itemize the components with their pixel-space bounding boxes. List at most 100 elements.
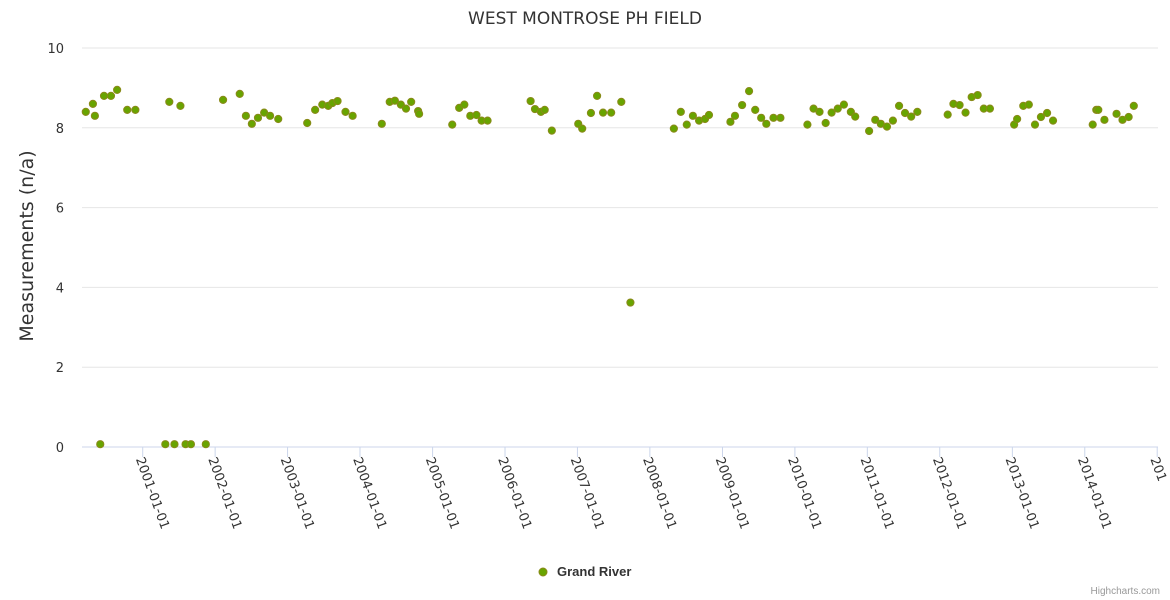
data-point[interactable]: [1042, 108, 1052, 118]
data-point[interactable]: [1100, 115, 1109, 124]
data-point[interactable]: [311, 105, 320, 114]
data-point[interactable]: [851, 112, 860, 121]
data-point[interactable]: [218, 95, 228, 104]
data-point[interactable]: [688, 111, 698, 120]
legend-marker-icon[interactable]: [538, 567, 548, 577]
data-point[interactable]: [704, 110, 714, 120]
data-point[interactable]: [894, 101, 904, 110]
data-point[interactable]: [762, 119, 771, 128]
data-point[interactable]: [907, 112, 916, 121]
data-point[interactable]: [165, 97, 174, 106]
data-point[interactable]: [769, 113, 778, 122]
x-tick-label: 2006-01-01: [494, 455, 534, 531]
data-point[interactable]: [586, 108, 596, 118]
data-point[interactable]: [186, 440, 196, 449]
legend-item-grand-river[interactable]: Grand River: [557, 564, 631, 579]
data-point[interactable]: [803, 120, 812, 129]
data-point[interactable]: [913, 107, 922, 116]
data-point[interactable]: [540, 105, 549, 114]
data-point[interactable]: [1030, 120, 1040, 129]
data-point[interactable]: [176, 101, 185, 110]
data-point[interactable]: [123, 105, 132, 114]
data-point[interactable]: [985, 104, 995, 113]
data-point[interactable]: [1124, 112, 1133, 122]
data-point[interactable]: [235, 89, 244, 98]
data-point[interactable]: [113, 85, 122, 94]
data-point[interactable]: [744, 86, 754, 96]
data-point[interactable]: [274, 114, 283, 124]
data-point[interactable]: [617, 97, 626, 106]
data-point[interactable]: [865, 126, 874, 136]
data-point[interactable]: [333, 96, 342, 106]
data-point[interactable]: [839, 100, 849, 109]
data-point[interactable]: [99, 91, 109, 100]
data-point[interactable]: [1024, 100, 1033, 109]
data-point[interactable]: [265, 111, 275, 120]
data-point[interactable]: [1088, 120, 1097, 129]
data-point[interactable]: [1013, 114, 1022, 124]
data-point[interactable]: [726, 117, 735, 126]
data-point[interactable]: [882, 122, 892, 131]
data-point[interactable]: [241, 111, 250, 120]
data-point[interactable]: [821, 118, 830, 128]
data-point[interactable]: [751, 105, 760, 114]
data-point[interactable]: [303, 118, 312, 128]
data-point[interactable]: [730, 111, 740, 120]
series-grand-river: [81, 85, 1138, 449]
data-point[interactable]: [626, 298, 635, 307]
data-point[interactable]: [973, 90, 982, 100]
data-point[interactable]: [827, 108, 836, 117]
data-point[interactable]: [472, 110, 481, 120]
data-point[interactable]: [377, 119, 386, 128]
credits-link[interactable]: Highcharts.com: [1091, 586, 1160, 597]
data-point[interactable]: [669, 124, 678, 133]
data-point[interactable]: [161, 440, 170, 449]
data-point[interactable]: [407, 97, 416, 106]
data-point[interactable]: [676, 107, 685, 116]
data-point[interactable]: [871, 115, 880, 124]
data-point[interactable]: [682, 120, 691, 129]
data-point[interactable]: [815, 107, 824, 116]
data-point[interactable]: [1112, 109, 1121, 118]
data-point[interactable]: [201, 440, 210, 449]
data-point[interactable]: [131, 105, 140, 114]
data-point[interactable]: [90, 111, 99, 120]
data-point[interactable]: [607, 108, 616, 117]
data-point[interactable]: [757, 113, 766, 122]
data-point[interactable]: [833, 104, 842, 113]
data-point[interactable]: [592, 91, 602, 100]
data-point[interactable]: [448, 120, 457, 129]
x-tick-label: 2004-01-01: [349, 455, 389, 531]
data-point[interactable]: [390, 96, 399, 105]
data-point[interactable]: [943, 110, 952, 119]
data-point[interactable]: [1094, 105, 1103, 114]
data-point[interactable]: [776, 113, 785, 122]
data-point[interactable]: [460, 100, 469, 109]
data-point[interactable]: [547, 126, 556, 135]
data-point[interactable]: [1036, 112, 1046, 122]
legend[interactable]: Grand River: [538, 564, 631, 579]
data-point[interactable]: [888, 116, 898, 125]
data-point[interactable]: [88, 99, 98, 108]
data-point[interactable]: [598, 108, 608, 117]
data-point[interactable]: [955, 100, 964, 110]
data-point[interactable]: [401, 104, 411, 113]
data-point[interactable]: [1129, 101, 1138, 110]
data-point[interactable]: [578, 124, 587, 133]
data-point[interactable]: [526, 96, 535, 106]
data-point[interactable]: [170, 440, 179, 449]
data-point[interactable]: [738, 100, 747, 110]
data-point[interactable]: [961, 108, 970, 117]
data-point[interactable]: [81, 107, 90, 116]
data-point[interactable]: [253, 113, 263, 122]
data-point[interactable]: [415, 109, 424, 118]
data-point[interactable]: [106, 91, 116, 100]
data-point[interactable]: [341, 107, 350, 116]
data-point[interactable]: [900, 108, 910, 118]
data-point[interactable]: [483, 116, 492, 125]
data-point[interactable]: [247, 119, 256, 128]
data-point[interactable]: [96, 440, 105, 449]
data-point[interactable]: [1048, 116, 1058, 125]
data-point[interactable]: [348, 111, 357, 120]
